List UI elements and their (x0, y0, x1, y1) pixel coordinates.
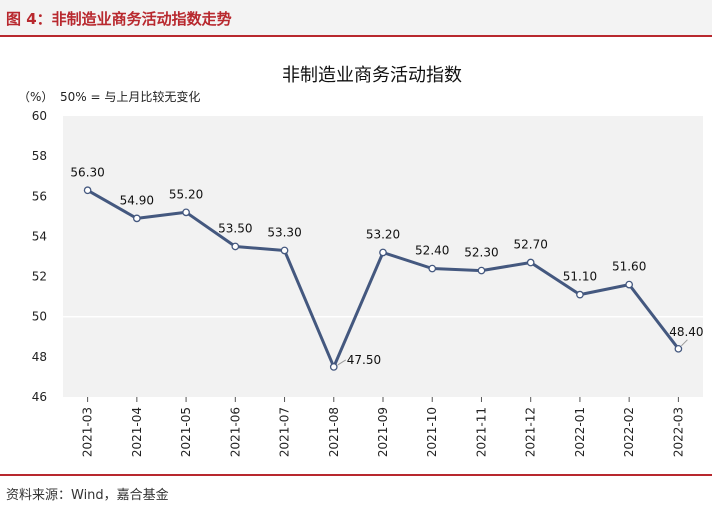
x-tick-label: 2022-02 (622, 407, 636, 457)
data-label: 53.50 (218, 221, 252, 235)
y-tick-label: 50 (32, 310, 47, 324)
data-point (182, 208, 190, 217)
x-tick-label: 2022-03 (671, 407, 685, 457)
y-tick-label: 54 (32, 229, 47, 243)
y-tick-label: 60 (32, 109, 47, 123)
data-label: 47.50 (347, 353, 381, 367)
data-point (477, 266, 486, 275)
data-point (132, 214, 141, 223)
data-point (576, 290, 584, 299)
x-tick-label: 2021-12 (524, 407, 538, 457)
source-note: 资料来源：Wind，嘉合基金 (6, 488, 169, 503)
chart-annotation: 50% = 与上月比较无变化 (60, 89, 200, 104)
data-point (526, 258, 535, 267)
x-tick-label: 2021-05 (179, 407, 193, 457)
line-chart: 非制造业商务活动指数 （%） 50% = 与上月比较无变化 46 48 50 52 54… (18, 65, 704, 457)
data-point (83, 186, 92, 195)
label-leader (337, 359, 347, 366)
x-tick-label: 2021-11 (474, 407, 488, 457)
data-label: 53.30 (267, 225, 301, 239)
footer-divider (0, 474, 712, 476)
x-tick-label: 2022-01 (573, 407, 587, 457)
x-tick-label: 2021-09 (376, 407, 390, 457)
data-label: 52.40 (415, 244, 449, 258)
data-label: 51.60 (612, 260, 646, 274)
y-tick-label: 46 (32, 390, 47, 404)
x-tick-label: 2021-06 (228, 407, 242, 457)
data-label: 51.10 (563, 270, 597, 284)
y-tick-label: 52 (32, 270, 47, 284)
data-label: 52.30 (464, 246, 498, 260)
y-tick-label: 48 (32, 350, 47, 364)
data-point (674, 344, 683, 353)
figure-title-bar: 图 4：非制造业商务活动指数走势 (0, 0, 712, 37)
data-point (280, 246, 289, 255)
data-label: 48.40 (669, 325, 703, 339)
figure-label: 图 4：非制造业商务活动指数走势 (6, 10, 232, 28)
x-tick-label: 2021-03 (81, 407, 95, 457)
data-point (625, 280, 634, 289)
data-label: 54.90 (120, 193, 154, 207)
label-leader (681, 339, 688, 347)
data-label: 55.20 (169, 187, 203, 201)
data-point (329, 363, 338, 371)
chart-title: 非制造业商务活动指数 (282, 65, 462, 86)
y-tick-label: 58 (32, 149, 47, 163)
x-tick-label: 2021-10 (425, 407, 439, 457)
data-label: 56.30 (70, 165, 104, 179)
x-tick-label: 2021-08 (327, 407, 341, 457)
data-label: 52.70 (514, 238, 548, 252)
plot-area (63, 116, 703, 397)
x-tick-label: 2021-04 (130, 407, 144, 457)
y-axis-label: （%） (18, 90, 53, 104)
x-tick-label: 2021-07 (278, 407, 292, 457)
data-point (379, 248, 387, 257)
data-label: 53.20 (366, 227, 400, 241)
data-point (428, 264, 437, 273)
y-tick-label: 56 (32, 189, 47, 203)
data-point (231, 242, 240, 251)
